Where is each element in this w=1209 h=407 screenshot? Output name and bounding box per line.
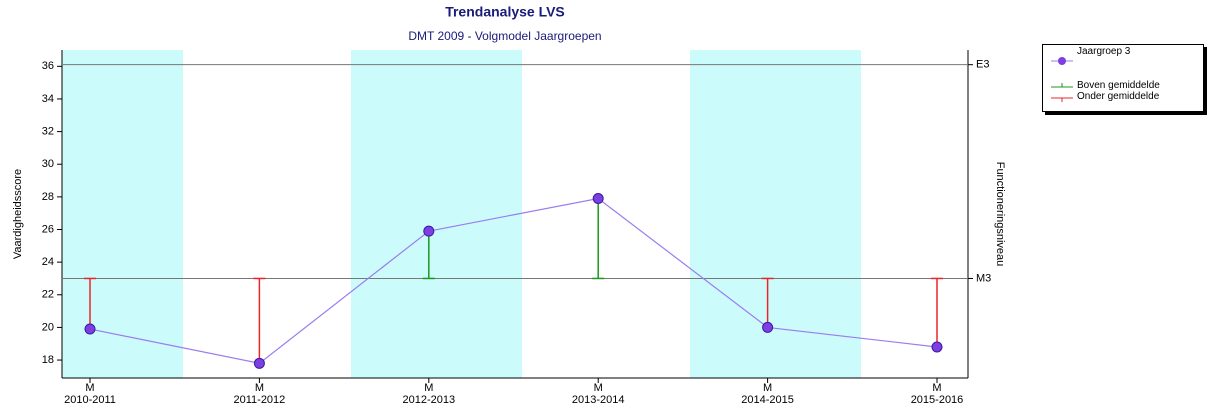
legend-swatch [1043,81,1077,93]
chart-title: Trendanalyse LVS [445,4,565,20]
x-tick-sublabel: M [255,382,264,394]
y2-axis-label: Functioneringsniveau [994,162,1006,267]
x-tick-sublabel: M [85,382,94,394]
chart-subtitle: DMT 2009 - Volgmodel Jaargroepen [408,29,601,43]
legend-label: Boven gemiddelde [1077,80,1160,91]
legend-entry: Onder gemiddelde [1043,92,1187,104]
y-tick-label: 22 [42,289,54,301]
x-tick-label: 2015-2016 [911,394,964,406]
y-tick-label: 34 [42,93,54,105]
data-point [762,321,774,333]
x-tick-label: 2010-2011 [64,394,116,406]
x-tick-sublabel: M [594,382,603,394]
x-tick-label: 2013-2014 [572,394,625,406]
data-point [592,192,604,204]
data-point [931,341,943,353]
y-tick-label: 28 [42,191,54,203]
legend-entry: Jaargroep 3 [1043,46,1137,65]
y-tick-label: 26 [42,223,54,235]
legend-entry: Boven gemiddelde [1043,81,1187,93]
y-tick-label: 32 [42,125,54,137]
legend-swatch [1043,47,1077,65]
series-line [89,197,938,364]
y2-tick-label: E3 [976,59,989,71]
year-band [690,50,861,378]
legend-swatch [1043,92,1077,104]
y-tick-label: 30 [42,158,54,170]
y-tick-label: 20 [42,321,54,333]
y2-tick-label: M3 [976,272,991,284]
legend-label: Onder gemiddelde [1077,91,1160,102]
x-tick-label: 2011-2012 [234,394,286,406]
data-point [253,357,265,369]
x-tick-sublabel: M [763,382,772,394]
y-axis-label: Vaardigheidsscore [12,169,24,259]
legend: Jaargroep 3 Boven gemiddelde Onder gemidde… [1042,44,1204,112]
x-tick-label: 2014-2015 [741,394,794,406]
x-tick-sublabel: M [424,382,433,394]
x-tick-sublabel: M [932,382,941,394]
data-point [84,323,96,335]
y-tick-label: 18 [42,354,54,366]
x-tick-label: 2012-2013 [402,394,455,406]
y-tick-label: 24 [42,256,54,268]
y-tick-label: 36 [42,60,54,72]
legend-label: Jaargroep 3 [1077,46,1131,57]
data-point [423,225,435,237]
year-band [351,50,522,378]
year-band [62,50,183,378]
